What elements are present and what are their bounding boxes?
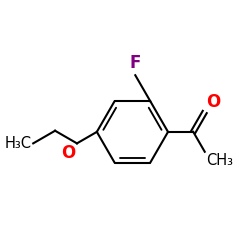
Text: H₃C: H₃C — [4, 136, 31, 151]
Text: O: O — [206, 93, 221, 111]
Text: CH₃: CH₃ — [206, 153, 234, 168]
Text: O: O — [62, 144, 76, 162]
Text: F: F — [130, 54, 141, 72]
